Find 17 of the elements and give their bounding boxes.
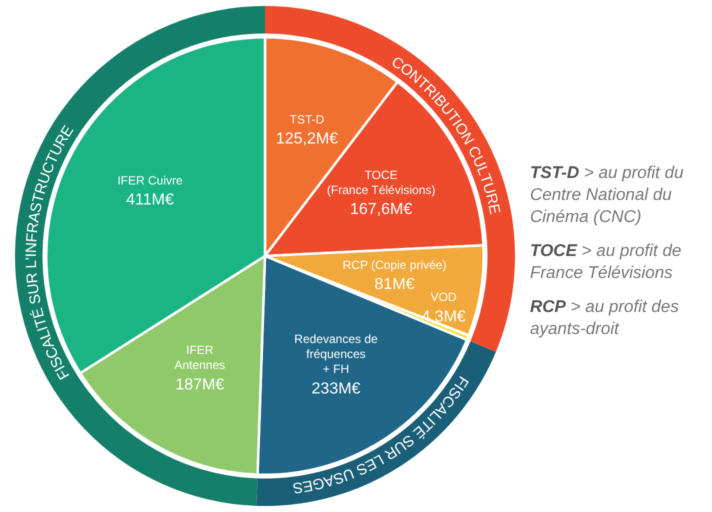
slice-label: VOD (430, 290, 457, 304)
slice-label: IFER Antennes (174, 343, 226, 372)
slice-label: TST-D (290, 112, 325, 126)
text: RCP > au profit des ayants-droit (530, 296, 680, 340)
text: TOCE > au profit de France Télévisions (530, 240, 682, 284)
data-label: 167,6M€ (350, 201, 412, 218)
text: TST-D > au profit du Centre National du Cinéma (CNC) (530, 162, 685, 228)
slice-label: RCP (Copie privée) (342, 258, 446, 272)
data-label: 81M€ (374, 276, 415, 293)
data-label: 233M€ (312, 380, 361, 398)
data-label: 187M€ (175, 376, 224, 394)
data-label: 125,2M€ (276, 130, 338, 148)
slice-label: TOCE (France Télévisions) (326, 168, 436, 198)
slice-label: IFER Cuivre (117, 174, 183, 188)
data-label: 411M€ (126, 192, 174, 209)
category-label: FISCALITÉ SUR L'INFRASTRUCTURE (22, 122, 78, 382)
slice-label: Redevances de fréquences + FH (294, 332, 378, 376)
